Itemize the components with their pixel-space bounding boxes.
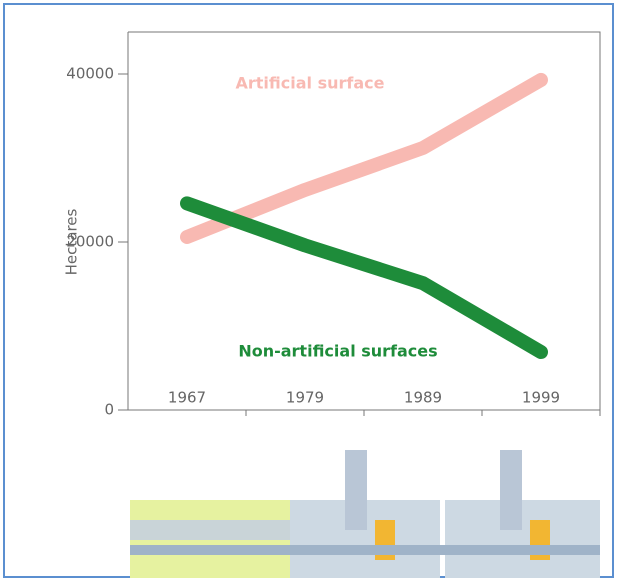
y-tick-label: 20000 <box>66 233 114 251</box>
series-label: Non-artificial surfaces <box>238 342 437 361</box>
y-tick-label: 0 <box>104 401 114 419</box>
x-tick-label: 1979 <box>286 389 324 407</box>
chart: Hectares 020000400001967197919891999Arti… <box>0 0 618 582</box>
series-label: Artificial surface <box>236 74 385 93</box>
x-tick-label: 1967 <box>168 389 206 407</box>
x-tick-label: 1989 <box>404 389 442 407</box>
y-tick-label: 40000 <box>66 65 114 83</box>
x-tick-label: 1999 <box>522 389 560 407</box>
